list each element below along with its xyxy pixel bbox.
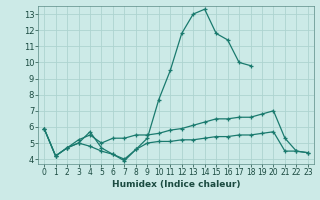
X-axis label: Humidex (Indice chaleur): Humidex (Indice chaleur) xyxy=(112,180,240,189)
